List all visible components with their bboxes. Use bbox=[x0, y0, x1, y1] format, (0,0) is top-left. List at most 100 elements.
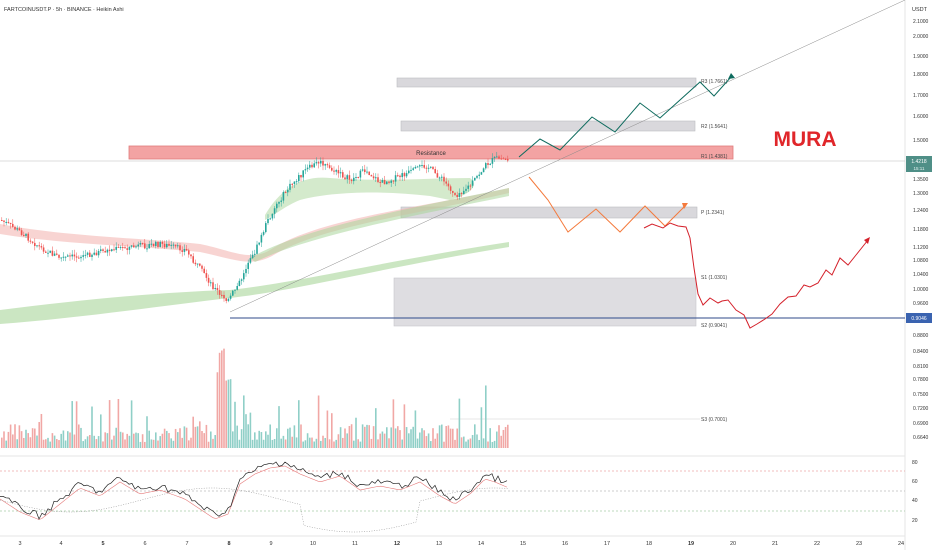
volume-bar bbox=[177, 432, 179, 448]
volume-bar bbox=[16, 439, 18, 448]
volume-bar bbox=[254, 432, 256, 448]
candle-body bbox=[443, 176, 445, 182]
price-axis-label: 0.7200 bbox=[913, 406, 929, 412]
volume-bar bbox=[331, 413, 333, 448]
volume-bar bbox=[73, 434, 76, 448]
candle-body bbox=[313, 163, 315, 168]
volume-bar bbox=[91, 406, 93, 448]
time-axis-label: 5 bbox=[101, 541, 104, 547]
time-axis-label: 24 bbox=[898, 541, 904, 547]
candle-body bbox=[183, 248, 186, 252]
volume-bar bbox=[40, 413, 43, 448]
candle-body bbox=[460, 193, 463, 195]
candle-body bbox=[240, 279, 243, 281]
time-axis[interactable]: 3 4 5 6 7 8 9 10 11 12 13 14 15 16 17 18 19 20 21 22 23 24 bbox=[18, 541, 904, 547]
volume-bar bbox=[234, 401, 236, 448]
candle-body bbox=[291, 183, 293, 185]
volume-bar bbox=[124, 439, 126, 448]
rsi-axis: 80 60 40 20 bbox=[912, 460, 918, 524]
volume-bar bbox=[392, 399, 395, 448]
candle-body bbox=[375, 177, 377, 179]
candle-body bbox=[397, 175, 399, 177]
candle-body bbox=[251, 254, 254, 259]
volume-bar bbox=[113, 435, 115, 448]
volume-bar bbox=[212, 438, 214, 448]
candle-body bbox=[174, 244, 177, 247]
candle-body bbox=[469, 185, 472, 187]
volume-bar bbox=[190, 437, 192, 448]
rsi-secondary-line bbox=[0, 487, 509, 533]
candle-body bbox=[361, 169, 364, 171]
candle-body bbox=[289, 183, 291, 190]
candle-body bbox=[324, 164, 326, 166]
volume-bar bbox=[346, 433, 348, 448]
candle-body bbox=[122, 247, 124, 249]
candle-body bbox=[504, 159, 507, 161]
price-axis-label: 1.8000 bbox=[913, 72, 929, 78]
current-price-countdown: 15:11 bbox=[914, 166, 925, 171]
candle-body bbox=[64, 256, 67, 258]
candle-body bbox=[141, 243, 144, 245]
rsi-axis-label: 20 bbox=[912, 518, 918, 524]
candle-body bbox=[42, 247, 45, 252]
volume-bar bbox=[245, 414, 247, 448]
candle-body bbox=[355, 176, 357, 178]
candle-body bbox=[82, 255, 84, 257]
candle-body bbox=[3, 220, 5, 222]
candle-body bbox=[401, 173, 403, 178]
candle-body bbox=[306, 167, 309, 170]
volume-bar bbox=[383, 433, 386, 448]
candle-body bbox=[311, 164, 313, 168]
candle-body bbox=[108, 249, 111, 252]
volume-bar bbox=[53, 435, 56, 448]
candle-body bbox=[104, 250, 106, 253]
volume-bar bbox=[423, 430, 425, 448]
volume-bar bbox=[104, 432, 106, 448]
candle-body bbox=[218, 290, 221, 295]
volume-bar bbox=[58, 440, 60, 448]
volume-bar bbox=[350, 424, 353, 448]
candle-body bbox=[353, 177, 355, 182]
volume-bar bbox=[353, 440, 355, 448]
volume-bar bbox=[496, 431, 498, 448]
candle-body bbox=[454, 192, 456, 195]
price-axis[interactable]: 2.1000 2.0000 1.9000 1.8000 1.7000 1.6000 1.50… bbox=[913, 19, 929, 441]
time-axis-label: 4 bbox=[59, 541, 62, 547]
volume-bar bbox=[240, 429, 243, 448]
candle-body bbox=[31, 241, 34, 243]
volume-bar bbox=[199, 421, 201, 448]
price-axis-label: 1.6000 bbox=[913, 114, 929, 120]
volume-bar bbox=[507, 424, 509, 448]
candle-body bbox=[339, 172, 342, 174]
pivot-level-label: R1 (1.4381) bbox=[701, 154, 728, 160]
volume-bar bbox=[491, 441, 494, 448]
price-axis-label: 1.0800 bbox=[913, 258, 929, 264]
pivot-level-label: S1 (1.0301) bbox=[701, 275, 727, 281]
volume-bar bbox=[504, 426, 507, 448]
volume-bar bbox=[348, 425, 351, 448]
candle-body bbox=[465, 188, 467, 191]
volume-bar bbox=[436, 433, 439, 448]
volume-bar bbox=[221, 350, 223, 448]
volume-bar bbox=[421, 428, 423, 448]
volume-bar bbox=[485, 385, 487, 448]
candle-body bbox=[20, 230, 23, 235]
volume-bar bbox=[445, 426, 447, 448]
volume-bar bbox=[333, 441, 335, 448]
time-axis-label: 15 bbox=[520, 541, 526, 547]
price-axis-label: 1.0400 bbox=[913, 272, 929, 278]
volume-bar bbox=[69, 432, 71, 448]
candle-body bbox=[500, 158, 502, 160]
watermark-logo: MURA bbox=[774, 128, 837, 151]
candle-body bbox=[38, 245, 40, 247]
volume-bar bbox=[207, 441, 210, 448]
volume-bar bbox=[148, 430, 150, 448]
volume-bar bbox=[194, 426, 197, 448]
volume-bar bbox=[280, 438, 282, 448]
candle-body bbox=[471, 180, 474, 186]
candle-body bbox=[300, 175, 302, 178]
volume-bar bbox=[265, 431, 267, 448]
volume-bar bbox=[410, 429, 412, 448]
price-axis-label: 0.8800 bbox=[913, 333, 929, 339]
